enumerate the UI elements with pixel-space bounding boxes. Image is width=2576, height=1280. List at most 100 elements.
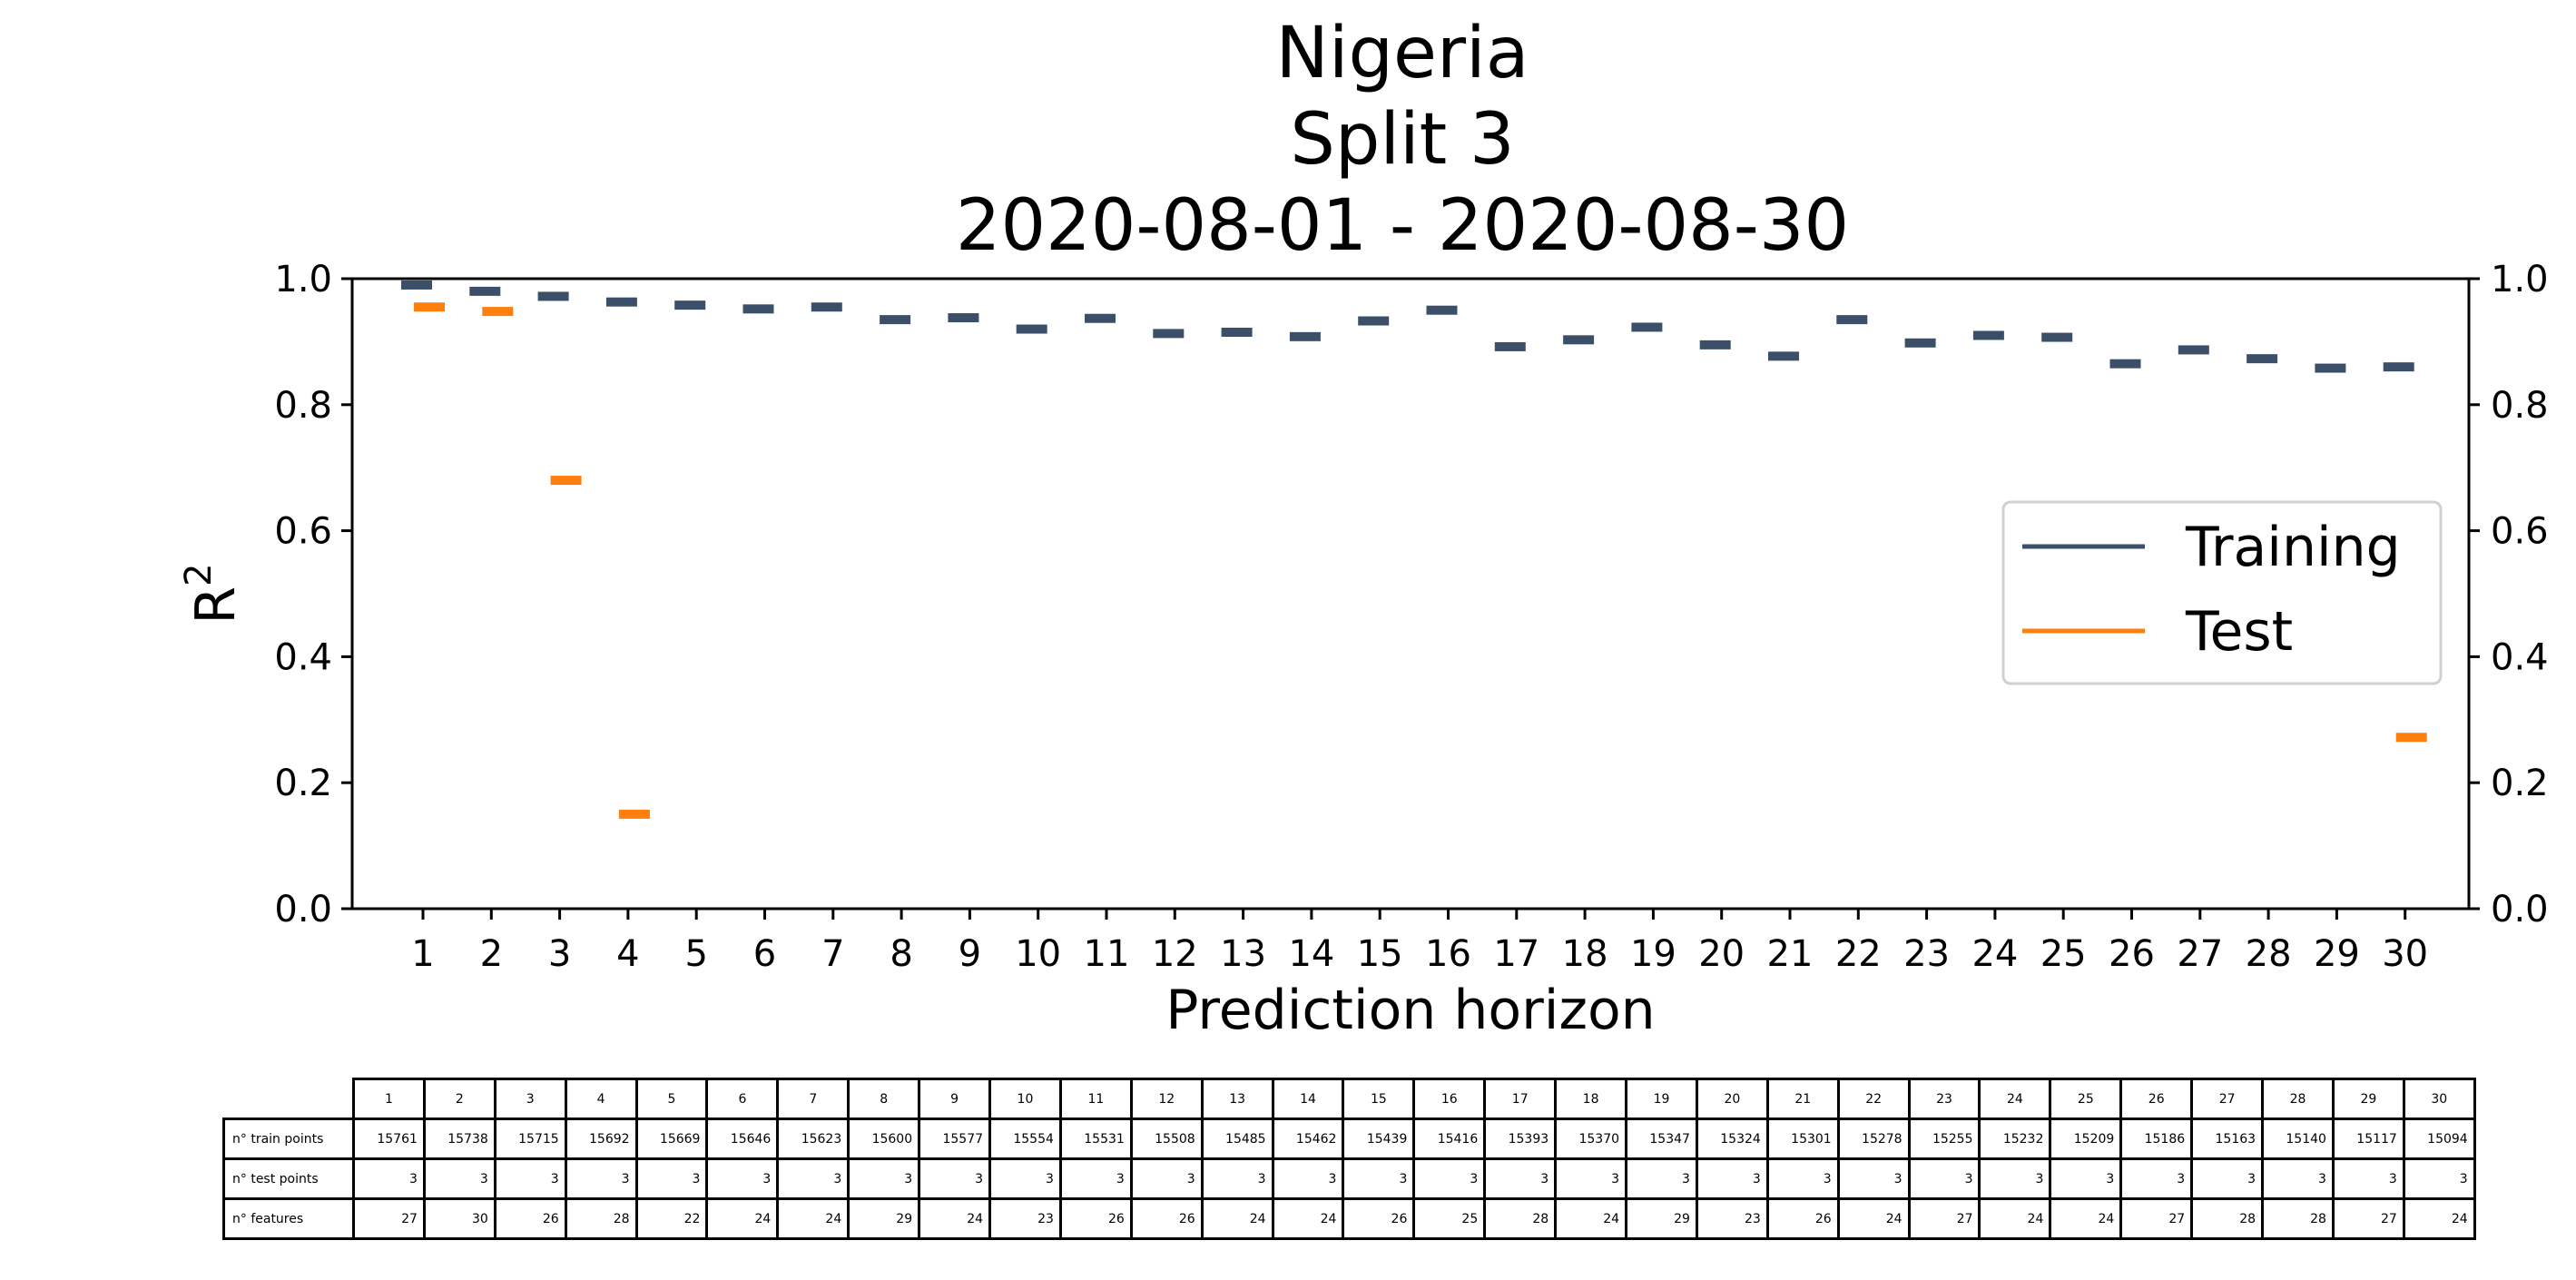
y-tick-label-left-5: 1.0: [274, 259, 332, 300]
training-marker-10: [1016, 324, 1047, 334]
training-marker-24: [1972, 330, 2004, 340]
table-header-row: 1 2 3 4 5 6 7 8 9 10 11 12 13 14 15 16 17 18 19 20 21 22 23 24 2…: [224, 1078, 2476, 1120]
training-marker-27: [2178, 345, 2209, 355]
table-header-cell-8: 8: [847, 1078, 921, 1120]
x-tick-label-26: 26: [2109, 933, 2155, 975]
table-cell-0-2: 15738: [422, 1118, 497, 1160]
table-cell-2-30: 24: [2402, 1197, 2476, 1240]
table-cell-2-8: 29: [847, 1197, 921, 1240]
table-cell-0-7: 15623: [776, 1118, 850, 1160]
table-cell-1-3: 3: [493, 1157, 567, 1200]
x-tick-label-2: 2: [480, 933, 503, 975]
table-cell-2-18: 24: [1554, 1197, 1628, 1240]
x-tick-label-20: 20: [1698, 933, 1745, 975]
table-cell-2-4: 28: [564, 1197, 638, 1240]
table-header-cell-10: 10: [988, 1078, 1062, 1120]
table-header-cell-14: 14: [1271, 1078, 1345, 1120]
training-marker-4: [605, 297, 637, 307]
table-cell-1-5: 3: [634, 1157, 709, 1200]
table-cell-1-13: 3: [1200, 1157, 1274, 1200]
table-cell-0-25: 15209: [2049, 1118, 2123, 1160]
table-cell-2-20: 23: [1695, 1197, 1769, 1240]
table-cell-0-19: 15347: [1625, 1118, 1698, 1160]
training-marker-14: [1289, 331, 1321, 341]
table-header-cell-27: 27: [2190, 1078, 2265, 1120]
table-cell-0-22: 15278: [1836, 1118, 1911, 1160]
y-tick-label-left-3: 0.6: [274, 511, 332, 553]
training-marker-25: [2041, 332, 2073, 342]
table-cell-0-17: 15393: [1483, 1118, 1558, 1160]
table-row-label-0: n° train points: [222, 1118, 355, 1160]
table-cell-2-22: 24: [1836, 1197, 1911, 1240]
table-cell-2-16: 25: [1412, 1197, 1487, 1240]
table-header-cell-22: 22: [1836, 1078, 1911, 1120]
table-cell-0-12: 15508: [1129, 1118, 1204, 1160]
training-marker-12: [1153, 329, 1185, 339]
table-cell-1-9: 3: [918, 1157, 992, 1200]
y-tick-label-right-4: 0.8: [2491, 385, 2549, 427]
x-tick-label-13: 13: [1220, 933, 1266, 975]
table-cell-2-3: 26: [493, 1197, 567, 1240]
table-cell-1-7: 3: [776, 1157, 850, 1200]
y-tick-label-right-1: 0.2: [2491, 763, 2549, 804]
training-marker-6: [742, 304, 774, 314]
training-marker-26: [2109, 359, 2141, 369]
table-cell-0-15: 15439: [1342, 1118, 1416, 1160]
y-tick-label-left-2: 0.4: [274, 636, 332, 678]
chart-title-dates: 2020-08-01 - 2020-08-30: [956, 185, 1849, 267]
chart-title-country: Nigeria: [1275, 13, 1529, 94]
stats-table: 1 2 3 4 5 6 7 8 9 10 11 12 13 14 15 16 17 18 19 20 21 22 23 24 2…: [222, 1078, 2476, 1240]
table-cell-0-8: 15600: [847, 1118, 921, 1160]
table-cell-2-26: 27: [2119, 1197, 2194, 1240]
table-cell-2-21: 26: [1765, 1197, 1840, 1240]
table-header-cell-9: 9: [918, 1078, 992, 1120]
table-row-label-1: n° test points: [222, 1157, 355, 1200]
table-row: n° train points 15761 15738 15715 15692 15669…: [222, 1118, 2476, 1160]
table-cell-0-27: 15163: [2190, 1118, 2265, 1160]
training-marker-5: [674, 300, 706, 310]
table-cell-1-23: 3: [1907, 1157, 1981, 1200]
legend-training-label: Training: [2185, 516, 2401, 579]
table-cell-1-21: 3: [1765, 1157, 1840, 1200]
y-tick-label-left-0: 0.0: [274, 889, 332, 930]
test-marker-30: [2395, 733, 2427, 743]
table-cell-2-15: 26: [1342, 1197, 1416, 1240]
table-cell-1-16: 3: [1412, 1157, 1487, 1200]
plot-area-frame: [350, 277, 2471, 911]
table-header-cell-5: 5: [634, 1078, 709, 1120]
table-cell-1-2: 3: [422, 1157, 497, 1200]
table-cell-2-10: 23: [988, 1197, 1062, 1240]
table-header-cell-4: 4: [564, 1078, 638, 1120]
table-cell-1-20: 3: [1695, 1157, 1769, 1200]
x-tick-label-17: 17: [1493, 933, 1539, 975]
table-cell-0-1: 15761: [352, 1118, 426, 1160]
table-cell-0-11: 15531: [1058, 1118, 1133, 1160]
table-cell-1-27: 3: [2190, 1157, 2265, 1200]
table-header-cell-24: 24: [1978, 1078, 2052, 1120]
table-cell-0-5: 15669: [634, 1118, 709, 1160]
x-tick-label-14: 14: [1288, 933, 1334, 975]
table-row: n° features 27 30 26 28 22 24 24 29 24 23 26 26 24 24 2…: [222, 1197, 2476, 1240]
table-cell-1-29: 3: [2331, 1157, 2405, 1200]
x-tick-label-28: 28: [2246, 933, 2292, 975]
table-cell-2-17: 28: [1483, 1197, 1558, 1240]
table-cell-2-14: 24: [1271, 1197, 1345, 1240]
table-cell-0-29: 15117: [2331, 1118, 2405, 1160]
table-cell-1-1: 3: [352, 1157, 426, 1200]
chart-title-split: Split 3: [1290, 99, 1514, 181]
table-cell-1-19: 3: [1625, 1157, 1698, 1200]
table-header-cell-30: 30: [2402, 1078, 2476, 1120]
x-tick-label-11: 11: [1084, 933, 1130, 975]
y-tick-label-right-0: 0.0: [2491, 889, 2549, 930]
x-tick-label-18: 18: [1562, 933, 1608, 975]
table-cell-0-6: 15646: [705, 1118, 780, 1160]
x-tick-label-19: 19: [1630, 933, 1676, 975]
table-cell-1-6: 3: [705, 1157, 780, 1200]
training-marker-19: [1631, 322, 1663, 332]
x-tick-label-29: 29: [2314, 933, 2360, 975]
table-cell-1-30: 3: [2402, 1157, 2476, 1200]
x-tick-label-3: 3: [548, 933, 571, 975]
training-marker-16: [1426, 305, 1458, 315]
y-axis-label-superscript: 2: [178, 563, 220, 586]
y-tick-label-right-5: 1.0: [2491, 259, 2549, 300]
